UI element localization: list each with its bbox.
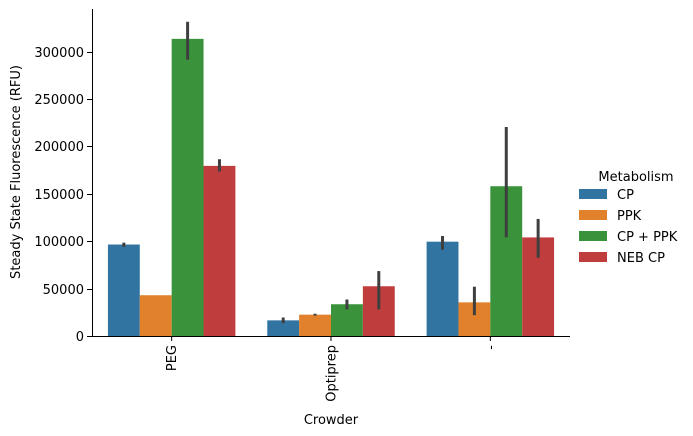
y-tick-label: 50000 (43, 283, 84, 298)
error-bars-layer (122, 21, 540, 324)
x-ticks-layer: PEG Optiprep - (165, 336, 499, 402)
legend-entry-label: CP (617, 188, 634, 203)
y-tick-label: 100000 (34, 235, 84, 250)
x-axis-label: Crowder (304, 413, 359, 428)
legend-swatch (579, 210, 607, 220)
bar-PEG-NEB CP (203, 165, 236, 336)
y-tick-label: 200000 (34, 140, 84, 155)
y-ticks-layer: 0 50000 100000 150000 200000 250000 300000 (34, 46, 92, 345)
bar-Optiprep-CP + PPK (331, 304, 363, 336)
legend: Metabolism CP PPK CP + PPK NEB CP (579, 170, 678, 266)
legend-swatch (579, 231, 607, 241)
y-tick-label: 300000 (34, 46, 84, 61)
y-tick-label: 0 (76, 330, 84, 345)
bar---CP (426, 241, 459, 336)
legend-swatch (579, 252, 607, 262)
bar-PEG-CP + PPK (171, 38, 204, 337)
legend-entry-label: CP + PPK (617, 230, 678, 245)
bar-Optiprep-PPK (299, 314, 331, 336)
legend-entry-label: PPK (617, 209, 642, 224)
legend-swatch (579, 189, 607, 199)
x-tick-label: - (484, 345, 499, 350)
y-tick-label: 250000 (34, 93, 84, 108)
bar-Optiprep-CP (267, 320, 300, 336)
legend-title: Metabolism (598, 170, 673, 185)
y-axis-label: Steady State Fluorescence (RFU) (9, 65, 24, 279)
legend-entry-label: NEB CP (617, 251, 665, 266)
bar-PEG-PPK (139, 295, 172, 336)
x-tick-label: PEG (165, 345, 180, 371)
bars-layer (107, 38, 555, 337)
x-tick-label: Optiprep (325, 345, 340, 402)
bar-PEG-CP (107, 244, 140, 336)
y-tick-label: 150000 (34, 188, 84, 203)
